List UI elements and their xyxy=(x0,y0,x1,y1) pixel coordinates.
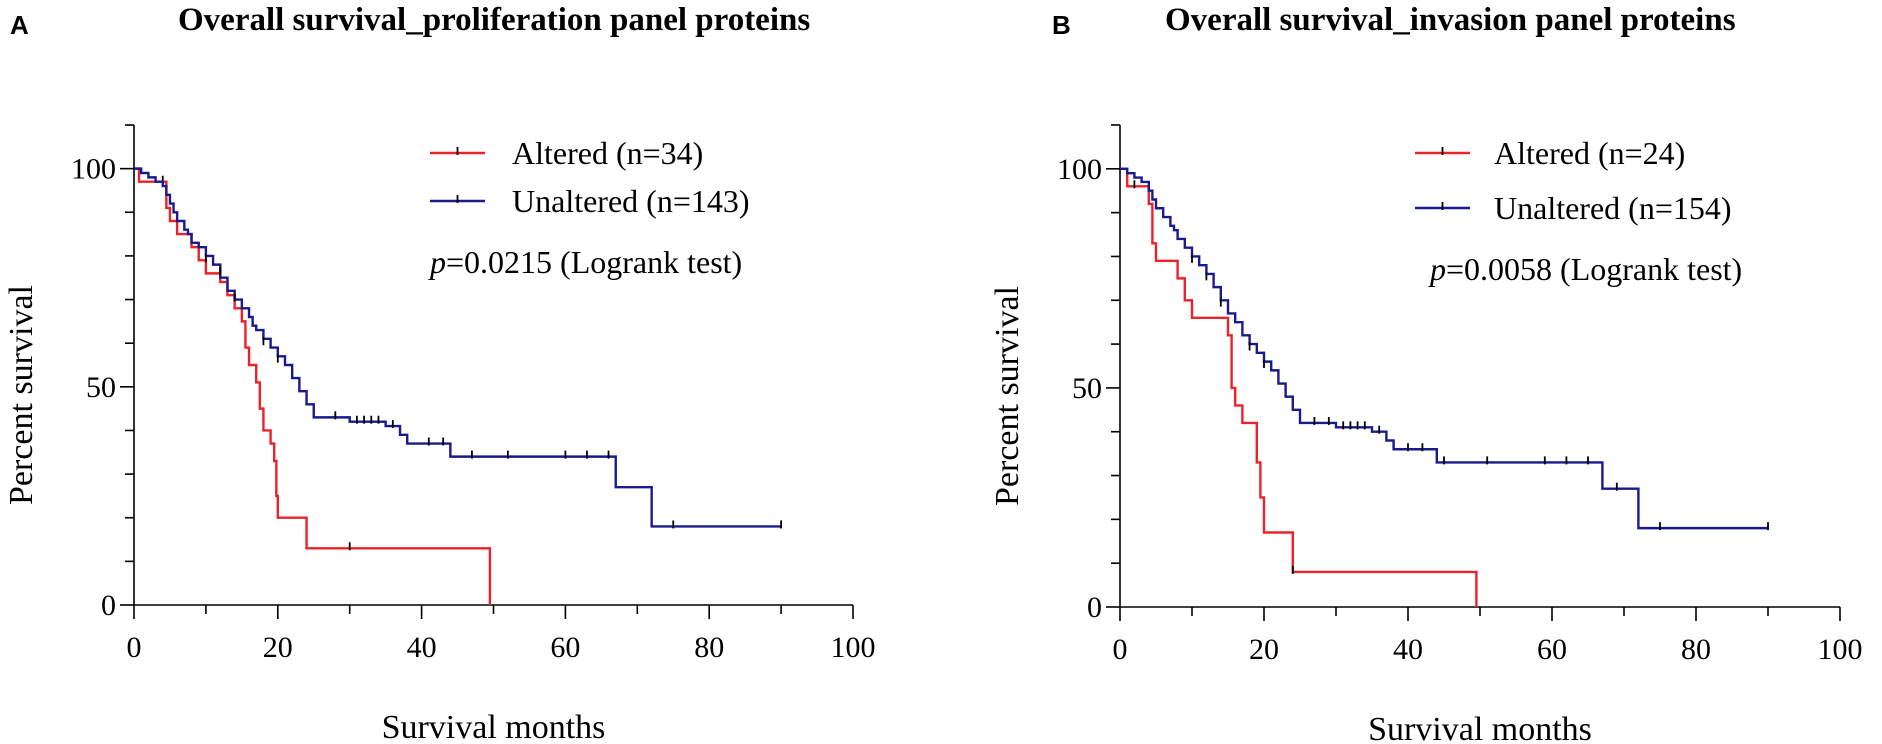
x-tick-label: 20 xyxy=(1249,633,1279,666)
x-tick-label: 0 xyxy=(1113,633,1128,666)
panel-label: A xyxy=(10,10,29,40)
x-tick-label: 20 xyxy=(263,631,293,664)
unaltered-curve xyxy=(134,167,782,528)
x-tick-label: 80 xyxy=(694,631,724,664)
y-axis-label: Percent survival xyxy=(989,286,1026,506)
x-tick-label: 100 xyxy=(831,631,876,664)
p-value-annotation: p=0.0058 (Logrank test) xyxy=(1428,251,1742,287)
x-tick-label: 80 xyxy=(1681,633,1711,666)
legend-entry: Altered (n=24) xyxy=(1494,135,1685,171)
chart-title: Overall survival_invasion panel proteins xyxy=(1165,2,1736,38)
panel-label: B xyxy=(1052,10,1071,40)
y-tick-label: 50 xyxy=(1072,372,1102,405)
p-value-text: =0.0058 (Logrank test) xyxy=(1446,251,1742,287)
panel-b: B Overall survival_invasion panel protein… xyxy=(989,2,1863,744)
x-axis-label: Survival months xyxy=(382,709,606,744)
y-tick-label: 50 xyxy=(86,371,116,404)
altered-curve xyxy=(134,167,492,605)
legend-entry: Unaltered (n=143) xyxy=(512,183,750,219)
x-tick-label: 100 xyxy=(1818,633,1863,666)
p-value-text: =0.0215 (Logrank test) xyxy=(446,244,742,280)
x-tick-label: 40 xyxy=(1393,633,1423,666)
x-axis-label: Survival months xyxy=(1368,711,1592,744)
x-tick-label: 0 xyxy=(127,631,142,664)
p-value-symbol: p xyxy=(1428,251,1446,287)
x-tick-label: 60 xyxy=(1537,633,1567,666)
legend-entry: Unaltered (n=154) xyxy=(1494,190,1732,226)
y-tick-label: 0 xyxy=(1087,591,1102,624)
altered-curve xyxy=(1120,167,1478,607)
p-value-annotation: p=0.0215 (Logrank test) xyxy=(428,244,742,280)
y-tick-label: 100 xyxy=(71,153,116,186)
p-value-symbol: p xyxy=(428,244,446,280)
chart-title: Overall survival_proliferation panel pro… xyxy=(178,2,810,38)
legend-entry: Altered (n=34) xyxy=(512,135,703,171)
panel-a: A Overall survival_proliferation panel pr… xyxy=(3,2,876,744)
x-tick-label: 60 xyxy=(550,631,580,664)
y-tick-label: 100 xyxy=(1057,153,1102,186)
y-axis-label: Percent survival xyxy=(3,285,40,505)
x-tick-label: 40 xyxy=(407,631,437,664)
unaltered-curve xyxy=(1120,167,1768,530)
y-tick-label: 0 xyxy=(101,589,116,622)
